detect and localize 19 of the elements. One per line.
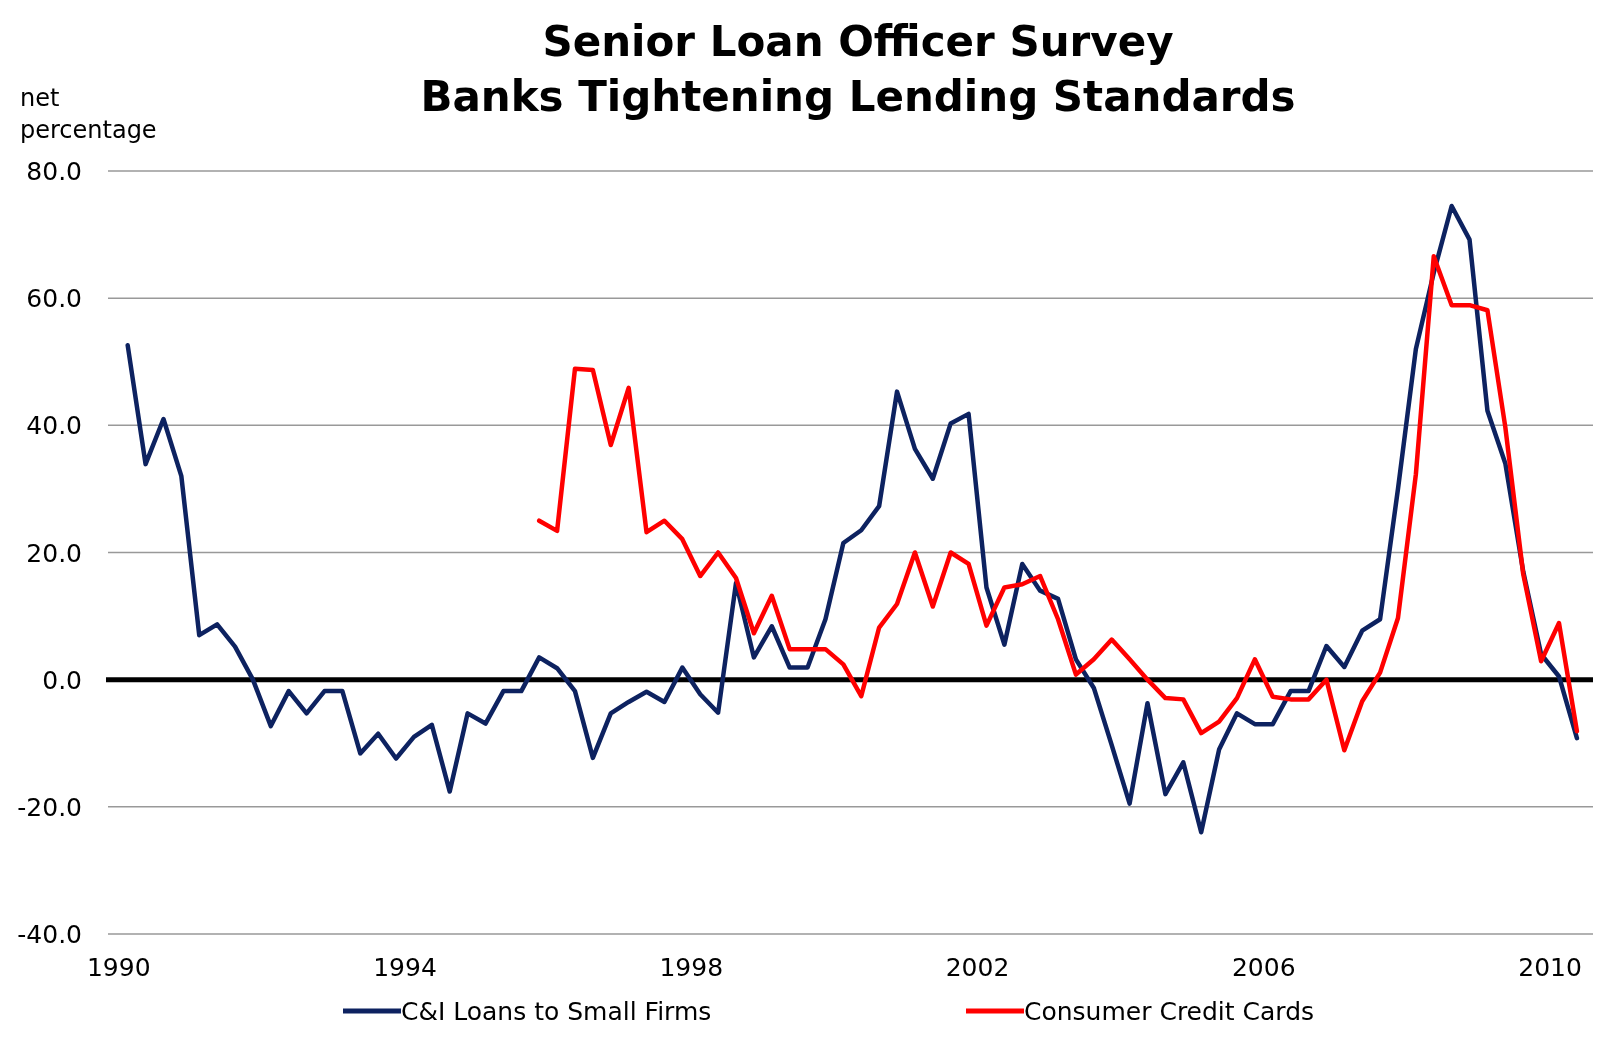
legend-label: C&I Loans to Small Firms	[401, 997, 712, 1026]
x-tick-label: 1990	[86, 953, 151, 982]
x-tick-label: 1998	[659, 953, 724, 982]
chart-title: Senior Loan Officer Survey Banks Tightening Lending Standards	[420, 17, 1296, 121]
y-tick-label: 80.0	[26, 157, 82, 186]
line-series	[536, 253, 1580, 753]
line-series	[125, 203, 1580, 835]
x-tick-label: 2006	[1231, 953, 1296, 982]
x-tick-label: 2002	[945, 953, 1010, 982]
y-tick-label: 40.0	[26, 411, 82, 441]
y-tick-label: -20.0	[17, 792, 82, 822]
x-tick-label: 2010	[1518, 953, 1582, 982]
legend-label: Consumer Credit Cards	[1024, 997, 1315, 1026]
y-tick-label: -40.0	[17, 920, 82, 949]
y-tick-label: 60.0	[26, 284, 82, 314]
y-tick-label: 0.0	[42, 665, 82, 695]
y-axis-title: net percentage	[20, 84, 157, 144]
x-tick-label: 1994	[373, 953, 437, 982]
y-tick-label: 20.0	[26, 538, 82, 568]
